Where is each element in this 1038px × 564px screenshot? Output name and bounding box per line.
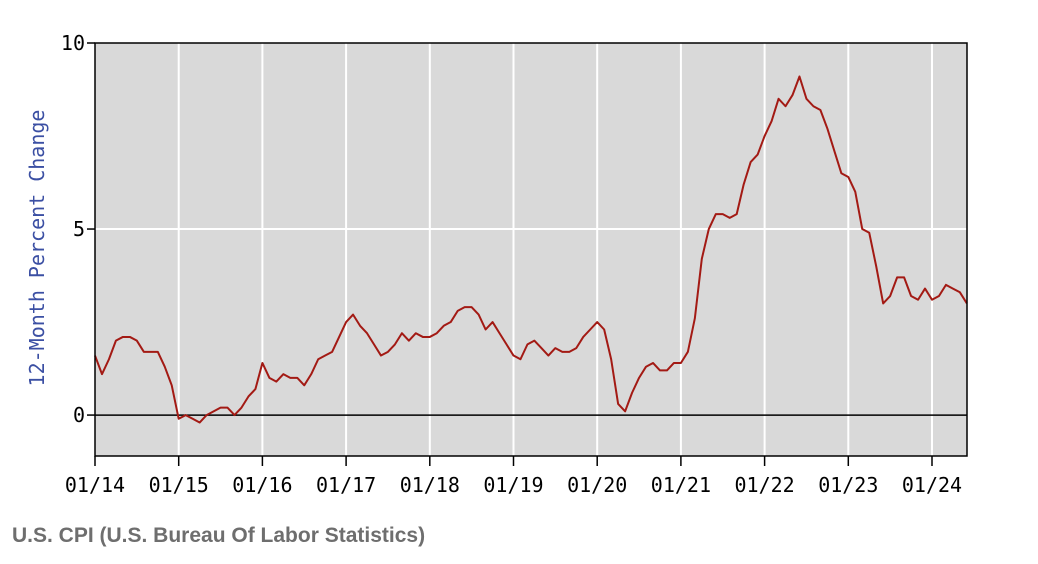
x-tick-label: 01/22 <box>734 473 794 497</box>
x-tick-label: 01/20 <box>567 473 627 497</box>
y-tick-label: 10 <box>61 31 85 55</box>
x-tick-label: 01/24 <box>902 473 962 497</box>
y-tick-label: 5 <box>73 217 85 241</box>
chart-svg: 0 5 10 01/14 01/15 01/16 01/17 01/18 01/19 01/20 0… <box>25 31 968 497</box>
cpi-series-line <box>94 75 968 424</box>
x-tick-label: 01/14 <box>65 473 125 497</box>
plot-background <box>95 43 967 456</box>
x-tick-label: 01/23 <box>818 473 878 497</box>
source-caption: U.S. CPI (U.S. Bureau Of Labor Statistic… <box>12 524 426 547</box>
plot-area: 0 5 10 01/14 01/15 01/16 01/17 01/18 01/19 01/20 0… <box>61 31 968 497</box>
y-tick-label: 0 <box>73 403 85 427</box>
x-tick-label: 01/19 <box>483 473 543 497</box>
plot-frame <box>94 42 968 457</box>
x-tick-label: 01/18 <box>400 473 460 497</box>
x-tick-label: 01/21 <box>651 473 711 497</box>
x-tick-label: 01/16 <box>232 473 292 497</box>
y-axis-label: 12-Month Percent Change <box>25 110 49 387</box>
cpi-chart: 0 5 10 01/14 01/15 01/16 01/17 01/18 01/19 01/20 0… <box>25 31 968 497</box>
x-tick-label: 01/17 <box>316 473 376 497</box>
x-tick-label: 01/15 <box>149 473 209 497</box>
